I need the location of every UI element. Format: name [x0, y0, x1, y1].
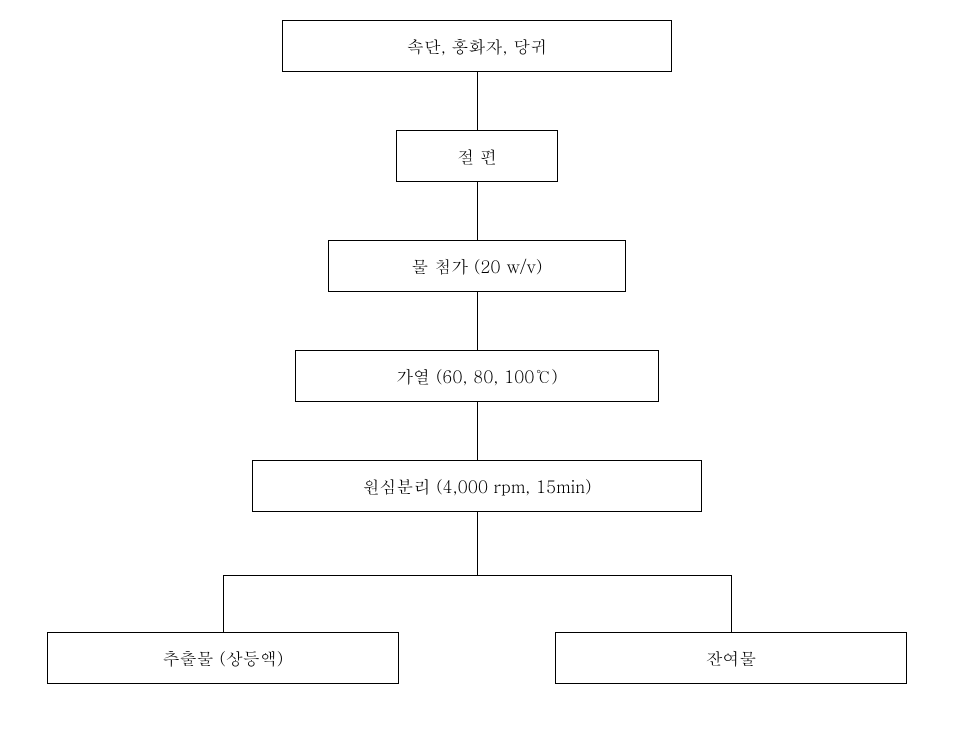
flowchart-node-water: 물 첨가 (20 w/v)	[328, 240, 626, 292]
connector-vertical	[223, 575, 224, 632]
flowchart-node-centrifuge: 원심분리 (4,000 rpm, 15min)	[252, 460, 702, 512]
node-label: 원심분리 (4,000 rpm, 15min)	[362, 474, 591, 498]
connector-horizontal	[223, 575, 731, 576]
node-label: 가열 (60, 80, 100℃)	[396, 364, 558, 388]
connector-vertical	[477, 512, 478, 575]
connector-vertical	[477, 292, 478, 350]
connector-vertical	[731, 575, 732, 632]
node-label: 추출물 (상등액)	[163, 646, 283, 670]
node-label: 잔여물	[706, 646, 757, 670]
flowchart-node-materials: 속단, 홍화자, 당귀	[282, 20, 672, 72]
flowchart-node-slice: 절 편	[396, 130, 558, 182]
node-label: 속단, 홍화자, 당귀	[407, 34, 547, 58]
flowchart-node-residue: 잔여물	[555, 632, 907, 684]
connector-vertical	[477, 72, 478, 130]
flowchart-node-extract: 추출물 (상등액)	[47, 632, 399, 684]
connector-vertical	[477, 182, 478, 240]
node-label: 절 편	[457, 144, 497, 168]
connector-vertical	[477, 402, 478, 460]
node-label: 물 첨가 (20 w/v)	[412, 254, 543, 278]
flowchart-node-heat: 가열 (60, 80, 100℃)	[295, 350, 659, 402]
